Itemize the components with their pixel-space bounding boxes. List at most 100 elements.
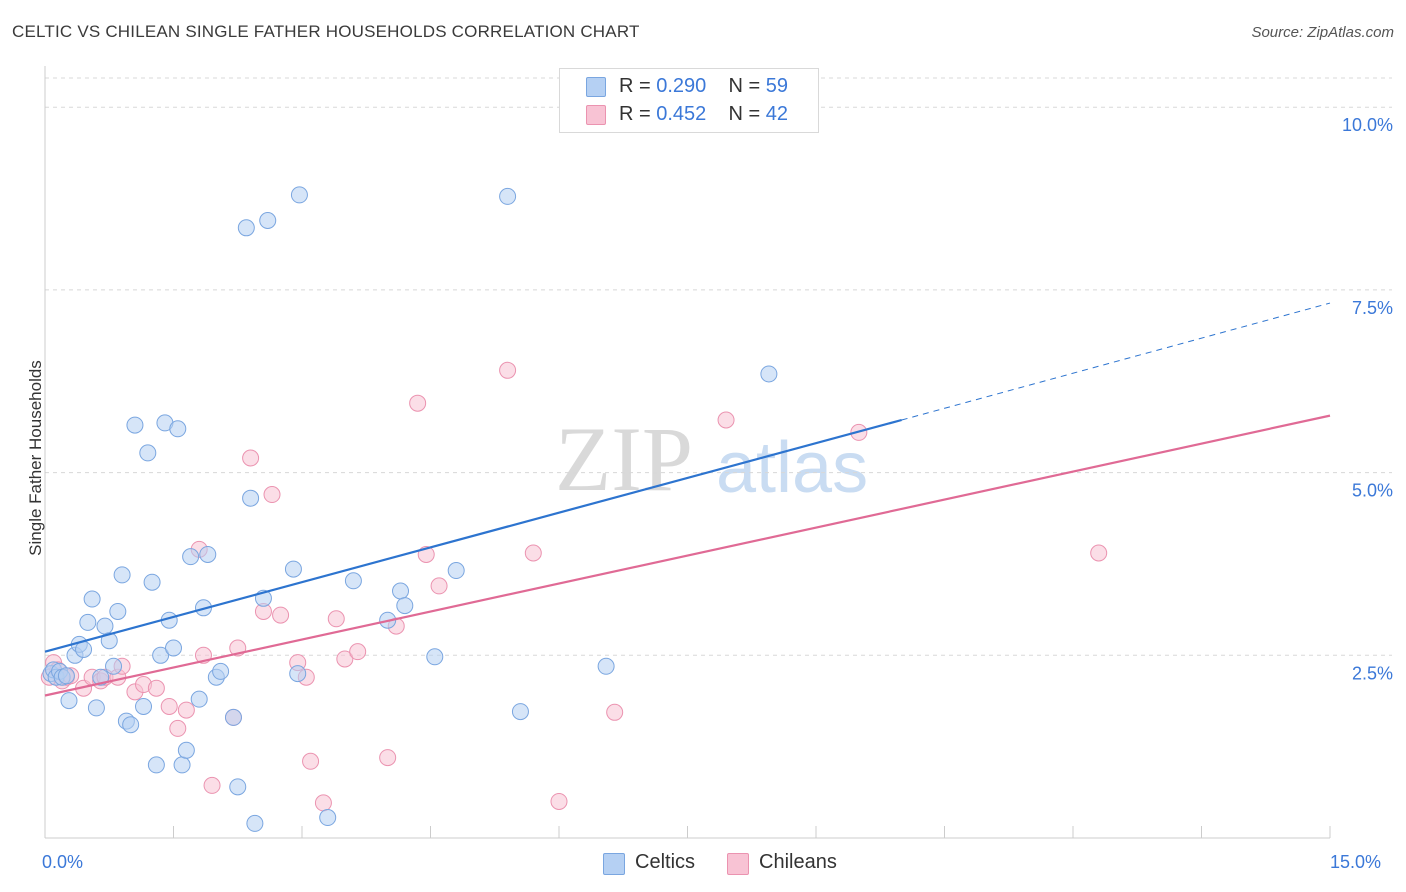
celtics-legend-label: Celtics [635,851,696,873]
chileans-point [169,719,187,737]
series-celtics-points [42,186,778,832]
chileans-legend-label: Chileans [759,851,837,873]
watermark-zip: ZIP [555,408,693,510]
chileans-point [314,794,332,812]
chileans-point [160,697,178,715]
celtics-point [396,597,414,615]
celtics-trend-extension [901,302,1331,421]
celtics-swatch [586,77,606,97]
celtics-point [105,657,123,675]
chileans-point [409,394,427,412]
celtics-point [259,212,277,229]
legend-r-label: R = [619,75,657,97]
celtics-point [109,602,127,620]
y-tick-labels: 2.5% 5.0% 7.5% 10.0% [1342,115,1393,683]
celtics-point [242,489,260,507]
chileans-legend-swatch [727,853,749,875]
celtics-point [96,617,114,635]
chileans-point [349,643,367,661]
grid-lines [45,77,1392,656]
celtics-point [122,716,140,734]
legend-r-value: 0.290 [656,75,707,97]
celtics-point [169,420,187,438]
chileans-point [272,606,290,624]
trend-lines [44,302,1331,697]
celtics-point [760,365,778,383]
source-label: Source: ZipAtlas.com [1251,24,1394,41]
legend-n-label: N = [728,75,766,97]
chileans-trend-line [44,414,1331,697]
correlation-legend: R = 0.290 N = 59 R = 0.452 N = 42 [559,68,819,133]
chileans-point [606,703,624,721]
chileans-point [524,544,542,562]
chileans-point [1090,544,1108,562]
celtics-point [290,186,308,204]
y-tick-label: 5.0% [1352,481,1393,501]
celtics-point [511,703,529,721]
celtics-point [165,639,182,657]
x-tick-left: 0.0% [42,852,84,872]
celtics-point [182,548,200,566]
celtics-point [447,562,465,580]
celtics-point [83,590,101,608]
chileans-point [336,650,354,668]
celtics-point [426,648,444,666]
legend-r-value: 0.452 [656,103,707,125]
chileans-point [717,411,735,429]
celtics-point [147,756,165,774]
celtics-point [289,665,307,683]
celtics-point [60,692,78,710]
celtics-point [597,657,615,675]
celtics-point [229,778,247,796]
celtics-point [113,566,131,584]
legend-n-value: 42 [765,103,789,125]
celtics-point [177,741,195,759]
celtics-point [173,756,191,774]
celtics-point [224,708,242,726]
celtics-point [152,646,170,664]
x-tick-right: 15.0% [1330,852,1382,872]
legend-r-label: R = [619,103,657,125]
celtics-point [344,572,362,590]
celtics-point [139,444,157,462]
chileans-point [242,449,260,467]
celtics-point [212,662,230,680]
chileans-point [499,361,517,379]
celtics-point [237,219,255,237]
celtics-point [135,697,153,715]
celtics-point [392,582,410,600]
chart-title: CELTIC VS CHILEAN SINGLE FATHER HOUSEHOL… [12,22,640,41]
chileans-point [203,776,221,794]
chileans-point [430,577,448,595]
celtics-point [92,668,110,686]
chileans-point [550,792,568,810]
celtics-point [126,416,144,434]
celtics-point [199,545,217,563]
y-axis-label: Single Father Households [26,360,45,556]
chileans-point [147,679,165,697]
chileans-point [327,610,345,628]
y-tick-label: 2.5% [1352,663,1393,683]
celtics-point [190,690,208,708]
celtics-point [319,809,337,827]
celtics-point [284,560,302,578]
celtics-trend-line [44,418,902,653]
celtics-point [499,187,517,205]
legend-n-value: 59 [765,75,789,97]
legend-n-label: N = [728,103,766,125]
chileans-point [177,701,195,719]
celtics-point [246,814,264,832]
axes [44,66,1331,839]
y-tick-label: 7.5% [1352,298,1393,318]
y-tick-label: 10.0% [1342,115,1393,135]
celtics-legend-swatch [603,853,625,875]
chileans-point [379,749,397,767]
chileans-swatch [586,105,606,125]
celtics-point [143,573,161,591]
celtics-point [87,699,105,717]
celtics-point [100,632,118,650]
celtics-point [57,667,75,685]
celtics-point [79,613,97,631]
chileans-point [302,752,320,770]
